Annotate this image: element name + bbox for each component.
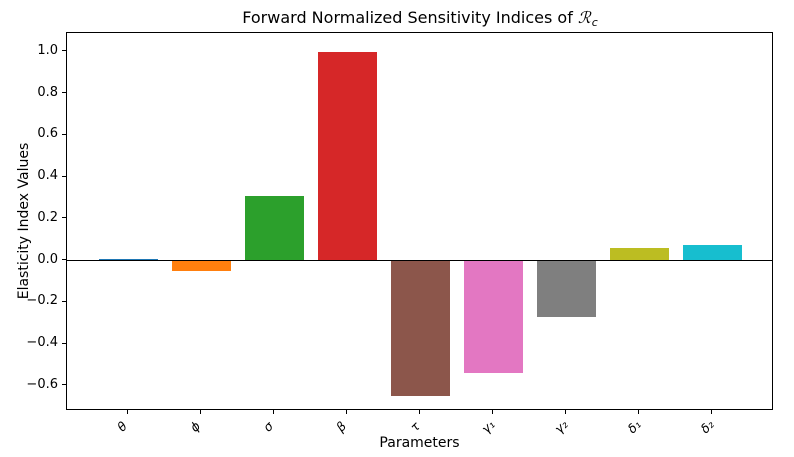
bar-gamma1: [464, 260, 523, 374]
y-tick-label: 0.8: [37, 84, 58, 100]
zero-baseline: [67, 259, 772, 262]
y-tick: [61, 259, 66, 261]
y-tick-label: 1.0: [37, 42, 58, 58]
y-tick-label: −0.4: [26, 335, 58, 351]
y-tick-label: 0.0: [37, 251, 58, 267]
bar-theta: [99, 258, 158, 261]
y-tick: [61, 92, 66, 94]
x-tick-label-sigma: σ: [260, 418, 277, 435]
x-tick-label-gamma1: γ₁: [477, 416, 498, 437]
title-subscript: c: [591, 16, 598, 29]
bar-sigma: [245, 195, 304, 261]
chart-title-text: Forward Normalized Sensitivity Indices o…: [242, 8, 578, 27]
x-tick: [272, 410, 274, 414]
x-tick: [638, 410, 640, 414]
y-tick-label: −0.6: [26, 376, 58, 392]
bar-beta: [318, 51, 377, 261]
y-tick-label: 0.4: [37, 168, 58, 184]
x-tick: [565, 410, 567, 414]
x-tick-label-gamma2: γ₂: [550, 416, 571, 437]
y-tick: [61, 175, 66, 177]
y-tick: [61, 384, 66, 386]
y-tick: [61, 300, 66, 302]
bar-delta1: [610, 248, 669, 261]
y-tick: [61, 217, 66, 219]
script-r-symbol: ℛ: [577, 8, 591, 27]
x-tick: [711, 410, 713, 414]
chart-title: Forward Normalized Sensitivity Indices o…: [66, 8, 773, 29]
bar-gamma2: [537, 260, 596, 317]
x-tick-label-delta2: δ₂: [696, 416, 717, 437]
plot-area: [66, 32, 773, 410]
y-tick: [61, 342, 66, 344]
x-tick: [199, 410, 201, 414]
y-tick-label: 0.2: [37, 209, 58, 225]
y-tick-label: 0.6: [37, 126, 58, 142]
y-tick: [61, 50, 66, 52]
x-tick-label-theta: θ: [114, 418, 131, 435]
x-axis-label: Parameters: [379, 435, 460, 451]
x-tick-label-beta: β: [333, 418, 350, 435]
bar-tau: [391, 260, 450, 397]
x-tick: [126, 410, 128, 414]
x-tick-label-tau: τ: [406, 418, 423, 435]
y-tick: [61, 133, 66, 135]
x-tick-label-phi: ϕ: [187, 418, 204, 435]
x-tick-label-delta1: δ₁: [623, 416, 644, 437]
x-tick: [419, 410, 420, 414]
x-tick: [345, 410, 347, 414]
bar-delta2: [683, 244, 742, 261]
y-tick-label: −0.2: [26, 293, 58, 309]
bar-phi: [172, 260, 231, 272]
x-tick: [492, 410, 494, 414]
